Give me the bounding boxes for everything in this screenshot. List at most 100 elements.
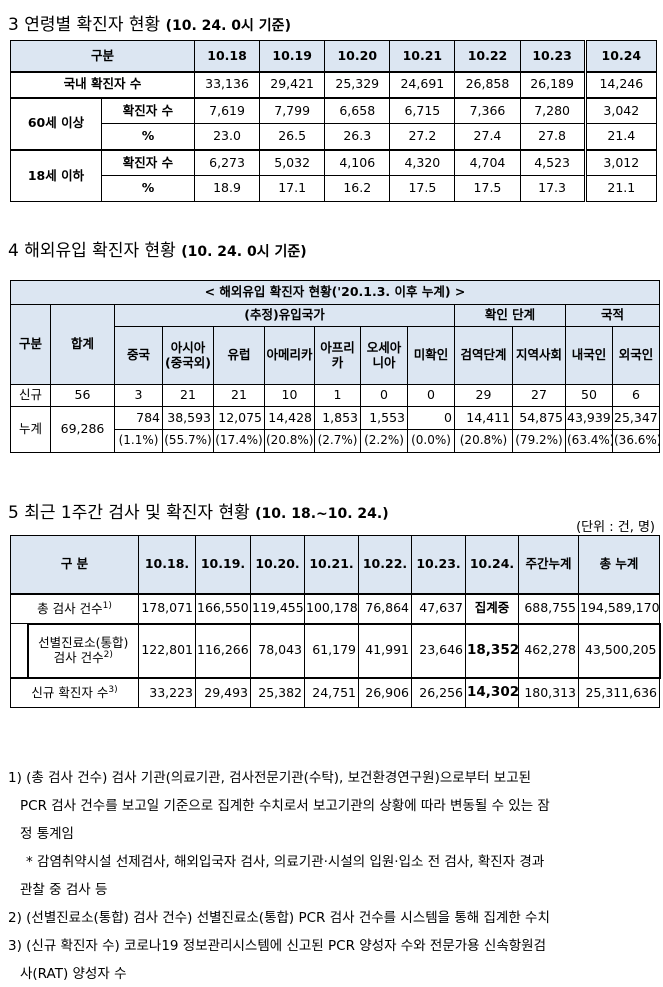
age-header-date: 10.23 [519,40,586,72]
cell: (1.1%) [114,429,163,453]
col-country: 아메리카 [264,326,315,385]
section3-basis: (10. 24. 0시 기준) [165,18,291,34]
cell: 4,523 [519,149,586,176]
cell: 119,455 [250,593,306,624]
cell: 7,799 [259,97,326,124]
cell: 7,280 [519,97,586,124]
weekly-header-date: 10.23. [411,535,467,594]
row-label: 확진자 수 [100,97,195,124]
cell: 14,246 [583,71,658,98]
cell: 54,875 [512,406,566,430]
cell: 1,553 [360,406,408,430]
weekly-header-date: 10.18. [138,535,197,594]
row-label: 확진자 수 [100,149,195,176]
footnote-1-cont: PCR 검사 건수를 보고일 기준으로 집계한 수치로서 보고기관의 상황에 따… [20,798,550,814]
cell: 29 [454,384,513,407]
cell: 18,352 [465,622,520,678]
cell: 26,906 [358,677,413,708]
cell: (20.8%) [264,429,315,453]
cell: 16.2 [324,175,391,202]
cell: 18.9 [193,175,261,202]
age-header-date: 10.18 [193,40,261,72]
cell: 25,329 [324,71,391,98]
cell: 194,589,170 [578,593,661,624]
unit-label: (단위 : 건, 명) [576,520,655,535]
footnotes: 1) (총 검사 건수) 검사 기관(의료기관, 검사전문기관(수탁), 보건환… [8,764,658,987]
footnote-3: 3) (신규 확진자 수) 코로나19 정보관리시스템에 신고된 PCR 양성자… [8,938,546,954]
section3-heading: 3 연령별 확진자 현황 (10. 24. 0시 기준) [8,10,291,35]
cell: 122,801 [138,622,197,678]
table-row: 국내 확진자 수 33,136 29,421 25,329 24,691 26,… [10,71,658,98]
cell: 33,136 [193,71,261,98]
cell: 41,991 [358,622,413,678]
cell: 27.8 [519,123,586,150]
row-label-text: 총 검사 건수 [37,600,103,616]
weekly-header-gubun: 구 분 [9,535,140,594]
row-label: 국내 확진자 수 [10,71,195,98]
cell: 26,189 [519,71,586,98]
weekly-header-date: 10.19. [195,535,252,594]
col-country: 아프리카 [314,326,361,385]
cell: 100,178 [304,593,360,624]
footnote-1-cont: 정 통계임 [20,826,74,842]
cell: 29,421 [259,71,326,98]
cell: 집계중 [465,593,520,624]
section5-basis: (10. 18.~10. 24.) [255,506,389,522]
col-total: 합계 [50,304,115,385]
cell: 38,593 [162,406,214,430]
group-nationality: 국적 [565,304,660,327]
footnote-1: 1) (총 검사 건수) 검사 기관(의료기관, 검사전문기관(수탁), 보건환… [8,770,532,786]
cell: 43,939 [565,406,613,430]
group-stage: 확인 단계 [454,304,566,327]
cell: 24,751 [304,677,360,708]
cell: 21.1 [583,175,658,202]
cell: 12,075 [213,406,265,430]
cell: 7,366 [454,97,521,124]
indent-cell [10,623,28,678]
cell: (2.2%) [360,429,408,453]
section5-heading: 5 최근 1주간 검사 및 확진자 현황 (10. 18.~10. 24.) [8,498,389,523]
cell: 26.3 [324,123,391,150]
cell: 462,278 [518,622,580,678]
cell: 4,704 [454,149,521,176]
footnote-3-cont: 사(RAT) 양성자 수 [20,966,127,982]
cell: 27.4 [454,123,521,150]
cell: 7,619 [193,97,261,124]
footnote-ref: 1) [102,600,112,611]
cell: 27.2 [389,123,456,150]
cell: 3,012 [583,149,658,176]
col-nationality: 내국인 [565,326,613,385]
col-country: 중국 [114,326,163,385]
cell: 25,382 [250,677,306,708]
col-country: 오세아니아 [360,326,408,385]
footnote-2: 2) (선별진료소(통합) 검사 건수) 선별진료소(통합) PCR 검사 건수… [8,910,550,926]
weekly-header-date: 10.24. [465,535,520,594]
cell: 26.5 [259,123,326,150]
table-row: 선별진료소(통합) 검사 건수2) 122,801 116,266 78,043 … [10,622,661,678]
col-nationality: 외국인 [612,326,660,385]
cell: 43,500,205 [578,622,661,678]
cell: 166,550 [195,593,252,624]
cell: (0.0%) [407,429,455,453]
cell: (55.7%) [162,429,214,453]
cell: 14,411 [454,406,513,430]
group-label: 60세 이상 [10,97,102,150]
age-header-date: 10.22 [454,40,521,72]
cell: 27 [512,384,566,407]
cell: 5,032 [259,149,326,176]
weekly-header-total: 총 누계 [578,535,661,594]
cell: 0 [407,406,455,430]
footnote-ref: 2) [103,649,113,660]
cell: 69,286 [50,406,115,453]
table-row: 18세 이하 확진자 수 6,273 5,032 4,106 4,320 4,7… [10,149,658,202]
cell: 6,273 [193,149,261,176]
age-header-date: 10.20 [324,40,391,72]
age-header-gubun: 구분 [10,40,195,72]
age-header-date: 10.19 [259,40,326,72]
row-label-text: 신규 확진자 수 [31,685,109,701]
cell: 3,042 [583,97,658,124]
footnote-1-star-cont: 관찰 중 검사 등 [20,882,108,898]
cell: 0 [360,384,408,407]
table-row: % 18.9 17.1 16.2 17.5 17.5 17.3 21.1 [11,175,658,202]
cell: (17.4%) [213,429,265,453]
